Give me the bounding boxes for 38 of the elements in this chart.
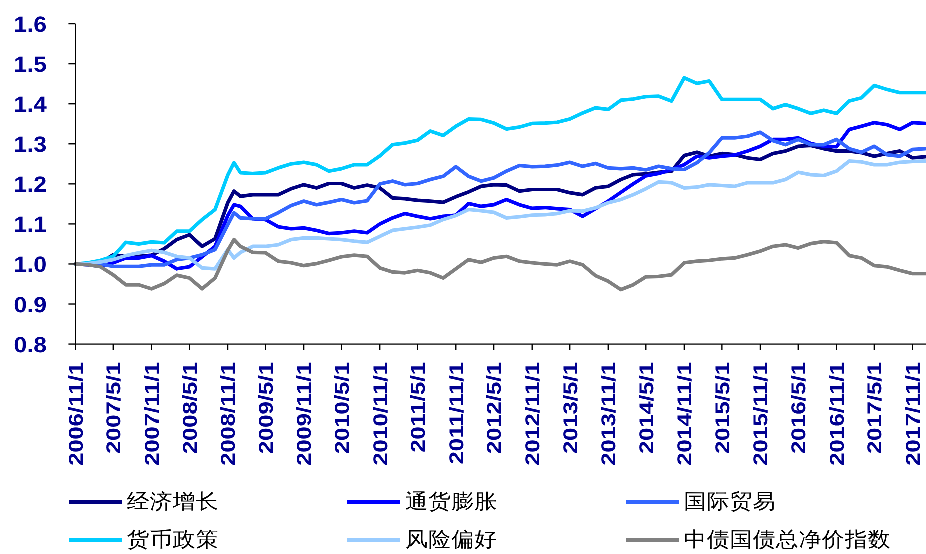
x-tick-label: 2015/11/1 <box>749 362 772 466</box>
y-tick-label: 1.0 <box>14 252 47 278</box>
x-tick-label: 2008/11/1 <box>216 362 240 466</box>
x-tick-label: 2006/11/1 <box>64 362 88 466</box>
y-tick-label: 1.2 <box>14 172 47 197</box>
x-tick-label: 2008/5/1 <box>178 362 202 454</box>
x-tick-label: 2015/5/1 <box>711 362 734 454</box>
x-tick-label: 2007/5/1 <box>102 362 126 454</box>
x-tick-label: 2007/11/1 <box>140 362 164 466</box>
x-tick-label: 2016/5/1 <box>787 362 810 454</box>
x-tick-label: 2009/11/1 <box>292 362 316 466</box>
legend-label: 通货膨胀 <box>406 490 498 514</box>
x-tick-label: 2014/5/1 <box>635 362 658 454</box>
x-tick-label: 2012/11/1 <box>521 362 544 466</box>
x-tick-label: 2017/5/1 <box>863 362 886 454</box>
legend-label: 中债国债总净价指数 <box>684 528 892 552</box>
legend-label: 国际贸易 <box>684 490 776 514</box>
y-tick-label: 1.4 <box>14 92 48 117</box>
legend-label: 经济增长 <box>127 490 220 514</box>
y-tick-label: 1.5 <box>14 52 48 77</box>
y-tick-label: 1.3 <box>14 132 47 157</box>
x-tick-label: 2009/5/1 <box>254 362 278 454</box>
x-tick-label: 2010/5/1 <box>330 362 354 454</box>
x-tick-label: 2013/11/1 <box>597 362 620 466</box>
legend-label: 风险偏好 <box>406 528 498 552</box>
x-tick-label: 2011/5/1 <box>406 362 430 453</box>
legend-label: 货币政策 <box>127 528 220 552</box>
x-tick-label: 2014/11/1 <box>673 362 696 466</box>
y-tick-label: 1.1 <box>14 212 48 237</box>
x-tick-label: 2012/5/1 <box>482 362 506 454</box>
y-tick-label: 0.8 <box>14 332 48 358</box>
y-tick-label: 0.9 <box>14 292 47 318</box>
x-tick-label: 2011/11/1 <box>445 362 468 465</box>
x-tick-label: 2017/11/1 <box>902 362 925 466</box>
x-tick-label: 2010/11/1 <box>368 362 392 466</box>
x-tick-label: 2013/5/1 <box>558 362 582 454</box>
y-tick-label: 1.6 <box>14 12 47 37</box>
x-tick-label: 2016/11/1 <box>826 362 849 466</box>
